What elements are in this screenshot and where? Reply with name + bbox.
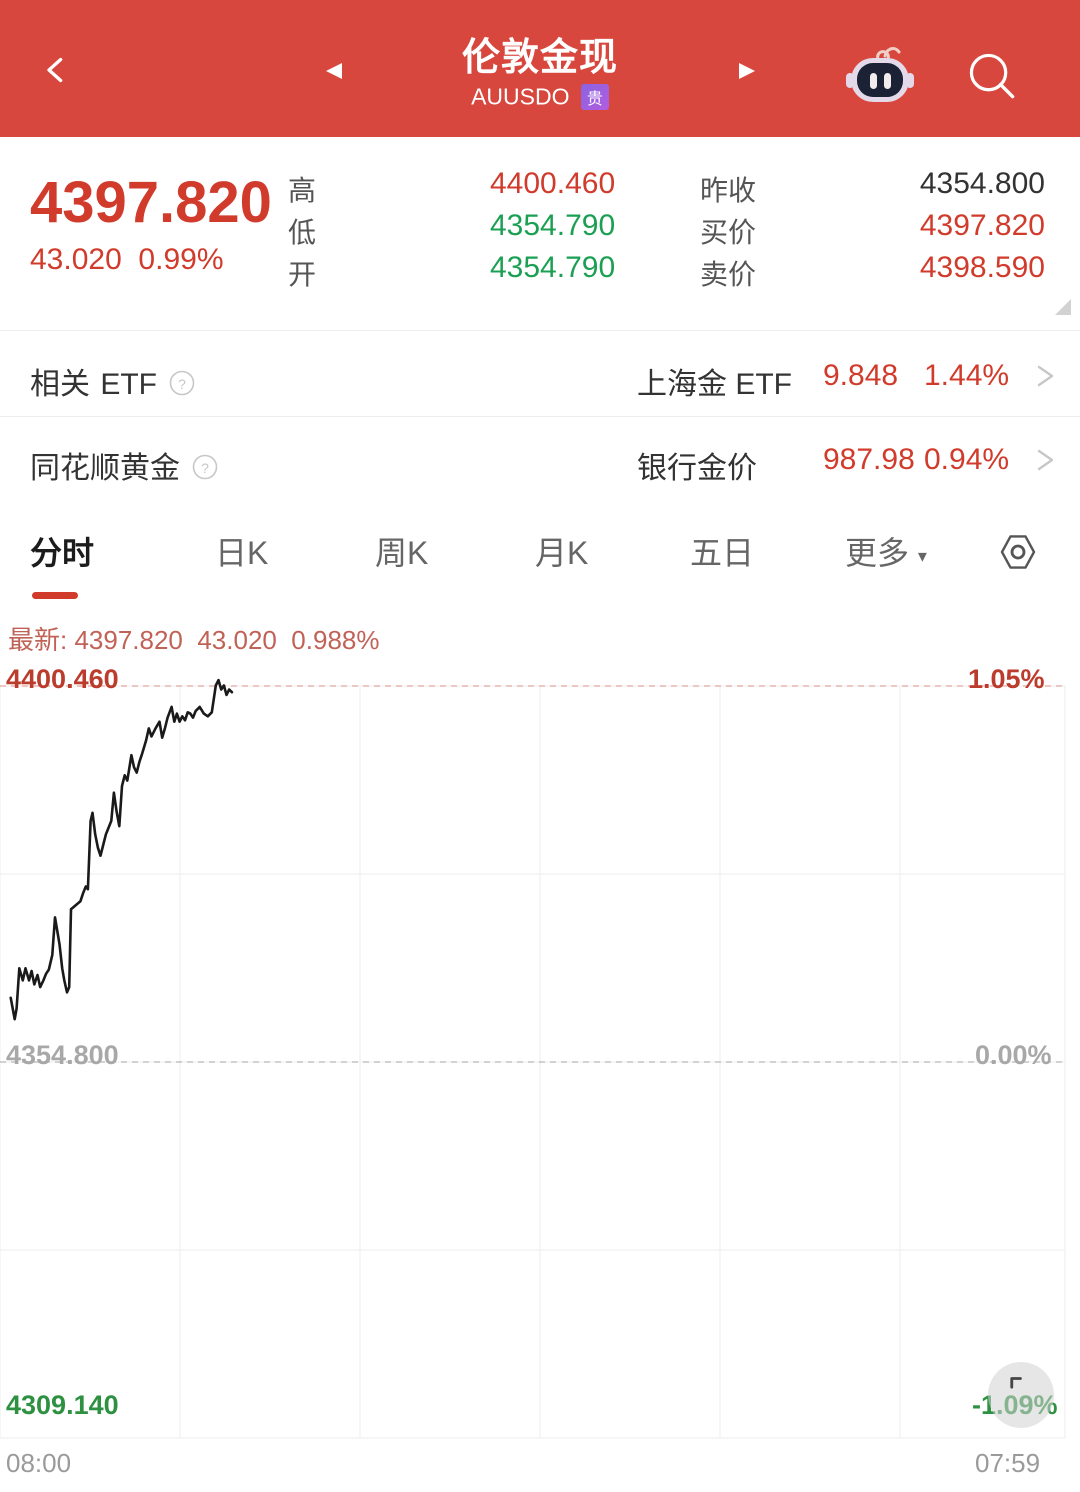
svg-text:?: ? [201, 460, 209, 476]
svg-text:?: ? [178, 376, 186, 392]
